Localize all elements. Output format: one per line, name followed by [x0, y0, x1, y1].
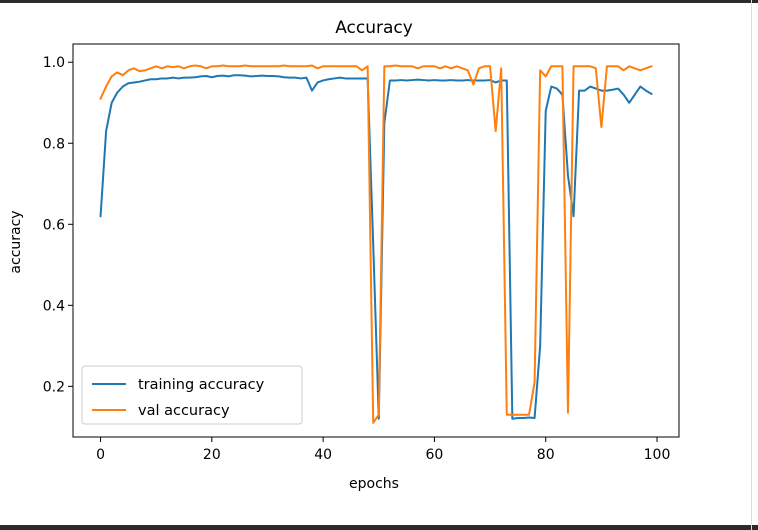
legend: training accuracy val accuracy	[81, 365, 303, 425]
axes-frame	[72, 43, 680, 438]
y-tick-label: 0.6	[43, 217, 65, 233]
x-axis-ticks: 0 20 40 60 80 100	[96, 437, 670, 463]
series-line-1	[99, 64, 653, 424]
y-tick-label: 0.2	[43, 379, 65, 395]
window-right-border	[751, 0, 752, 530]
window-bottom-border	[0, 525, 758, 530]
x-axis-label: epochs	[349, 476, 399, 492]
legend-entry-0: training accuracy	[138, 377, 265, 393]
legend-entry-1: val accuracy	[138, 403, 230, 419]
y-axis-ticks: 0.2 0.4 0.6 0.8 1.0	[43, 55, 73, 395]
x-tick-label: 80	[537, 447, 555, 463]
y-axis-label: accuracy	[8, 210, 24, 273]
chart-title: Accuracy	[335, 18, 413, 38]
x-tick-label: 40	[314, 447, 332, 463]
y-tick-label: 0.4	[43, 298, 65, 314]
x-tick-label: 0	[96, 447, 105, 463]
series-line-0	[99, 74, 653, 420]
legend-box	[81, 365, 303, 425]
x-tick-label: 100	[644, 447, 671, 463]
x-tick-label: 60	[426, 447, 444, 463]
plot-area	[72, 43, 680, 438]
y-tick-label: 1.0	[43, 55, 65, 71]
y-tick-label: 0.8	[43, 136, 65, 152]
window-top-border	[0, 0, 758, 3]
x-tick-label: 20	[203, 447, 221, 463]
